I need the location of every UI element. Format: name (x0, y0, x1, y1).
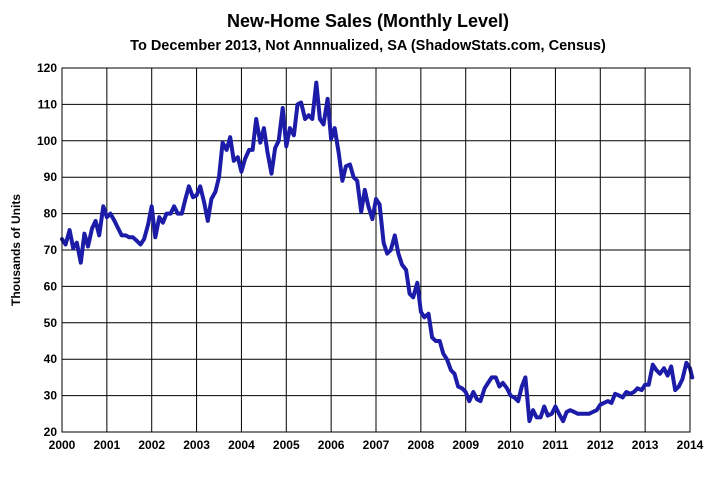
y-tick-label: 110 (38, 97, 58, 111)
y-tick-label: 60 (44, 279, 58, 293)
x-tick-label: 2012 (587, 438, 614, 452)
x-tick-label: 2002 (138, 438, 165, 452)
chart-title: New-Home Sales (Monthly Level) (227, 11, 509, 31)
x-tick-label: 2003 (183, 438, 210, 452)
y-tick-label: 20 (44, 425, 58, 439)
y-tick-label: 80 (44, 207, 58, 221)
y-tick-label: 70 (44, 243, 58, 257)
y-axis-ticks: 20 30 40 50 60 70 80 90 100 110 120 (37, 61, 57, 439)
x-tick-label: 2005 (273, 438, 300, 452)
y-tick-label: 90 (44, 170, 58, 184)
plot-frame (61, 67, 691, 433)
y-tick-label: 120 (37, 61, 57, 75)
x-tick-label: 2006 (318, 438, 345, 452)
x-tick-label: 2009 (452, 438, 479, 452)
x-tick-label: 2010 (497, 438, 524, 452)
series-line (60, 80, 695, 424)
x-tick-label: 2011 (542, 438, 568, 452)
grid (61, 67, 691, 433)
x-tick-label: 2001 (94, 438, 121, 452)
y-tick-label: 50 (44, 316, 58, 330)
x-axis-ticks: 2000 2001 2002 2003 2004 2005 2006 2007 2008 2009… (49, 438, 704, 452)
x-tick-label: 2000 (49, 438, 76, 452)
y-tick-label: 40 (44, 352, 58, 366)
x-tick-label: 2004 (228, 438, 255, 452)
chart-subtitle: To December 2013, Not Annnualized, SA (S… (130, 38, 606, 54)
y-axis-label: Thousands of Units (9, 194, 23, 306)
x-tick-label: 2007 (363, 438, 390, 452)
x-tick-label: 2008 (408, 438, 435, 452)
y-tick-label: 100 (37, 134, 57, 148)
series-group (60, 80, 695, 424)
x-tick-label: 2014 (677, 438, 704, 452)
y-tick-label: 30 (44, 389, 58, 403)
x-tick-label: 2013 (632, 438, 659, 452)
